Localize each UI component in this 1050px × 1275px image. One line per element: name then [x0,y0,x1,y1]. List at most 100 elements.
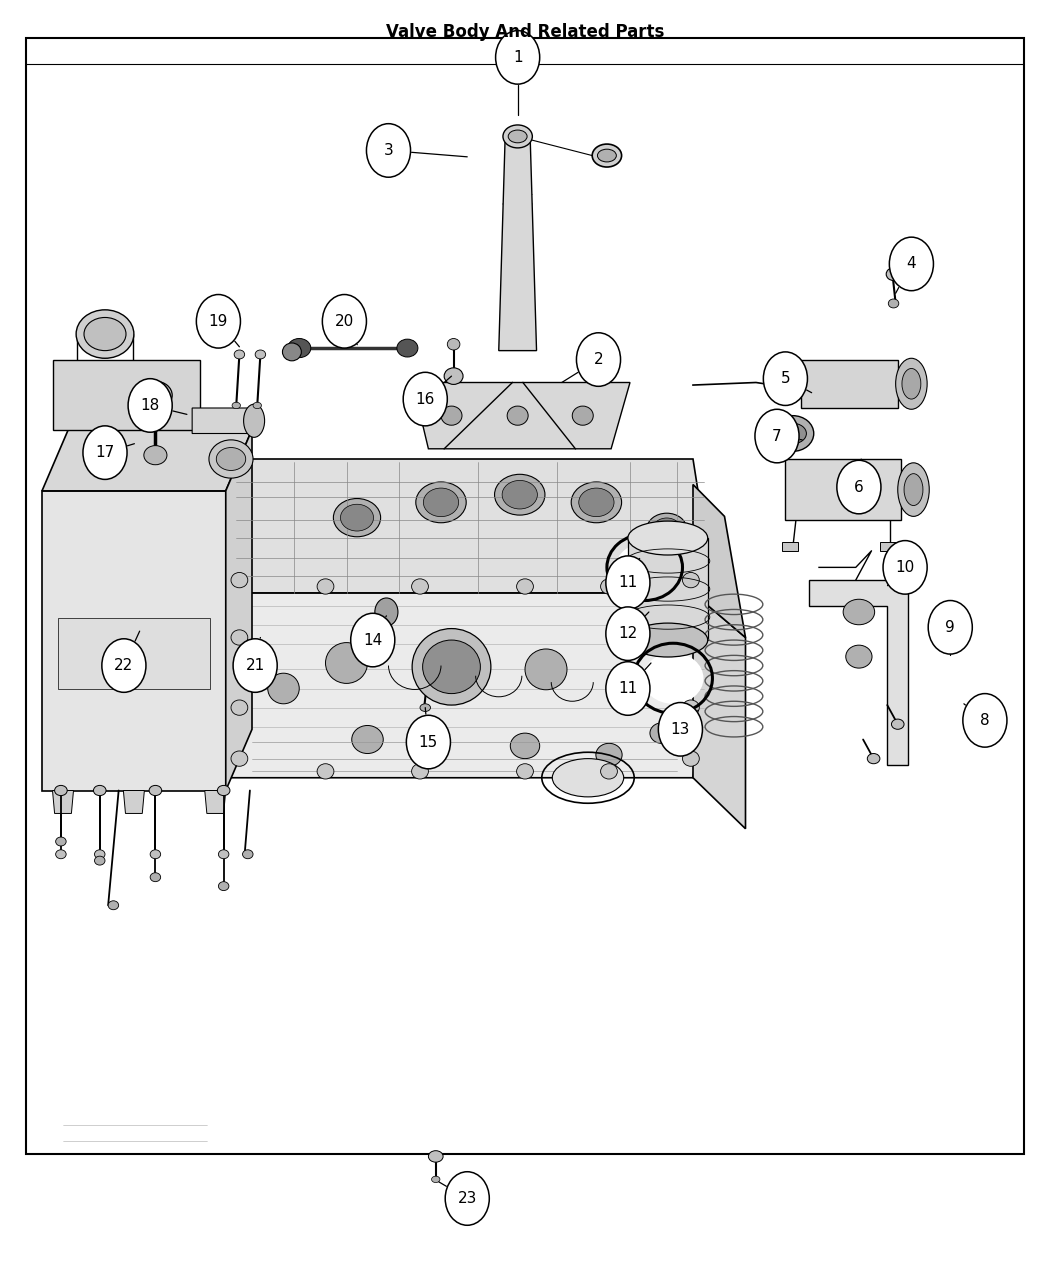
Circle shape [233,639,277,692]
Circle shape [606,607,650,660]
Ellipse shape [444,367,463,385]
Text: 21: 21 [246,658,265,673]
Polygon shape [801,360,898,408]
Ellipse shape [628,623,708,657]
Text: 1: 1 [512,50,523,65]
Ellipse shape [447,339,460,351]
Ellipse shape [441,405,462,426]
Ellipse shape [611,677,649,713]
Polygon shape [42,430,252,491]
Ellipse shape [340,505,374,532]
Ellipse shape [525,649,567,690]
Ellipse shape [682,572,699,588]
Circle shape [83,426,127,479]
Circle shape [928,601,972,654]
Ellipse shape [56,850,66,859]
Ellipse shape [682,751,699,766]
Text: 4: 4 [906,256,917,272]
Ellipse shape [76,310,134,358]
Ellipse shape [502,481,538,509]
Ellipse shape [288,339,311,358]
Text: 16: 16 [416,391,435,407]
Ellipse shape [503,125,532,148]
Ellipse shape [412,579,428,594]
Text: 12: 12 [618,626,637,641]
Text: 9: 9 [945,620,956,635]
Ellipse shape [628,521,708,555]
Ellipse shape [592,144,622,167]
Text: Valve Body And Related Parts: Valve Body And Related Parts [385,23,665,41]
Ellipse shape [412,629,491,705]
Ellipse shape [209,440,253,478]
Ellipse shape [216,448,246,470]
Text: 7: 7 [772,428,782,444]
Ellipse shape [218,850,229,859]
Ellipse shape [571,482,622,523]
Circle shape [658,703,702,756]
Ellipse shape [867,754,880,764]
Ellipse shape [888,300,899,307]
Circle shape [606,662,650,715]
Ellipse shape [846,645,873,668]
Ellipse shape [231,572,248,588]
Ellipse shape [231,630,248,645]
Ellipse shape [779,423,806,444]
Polygon shape [628,538,708,640]
Ellipse shape [268,673,299,704]
Polygon shape [52,360,200,430]
Polygon shape [192,408,260,434]
Ellipse shape [150,872,161,882]
Text: 11: 11 [618,681,637,696]
Ellipse shape [149,785,162,796]
Polygon shape [226,430,252,790]
Ellipse shape [517,579,533,594]
Circle shape [445,1172,489,1225]
Ellipse shape [317,764,334,779]
Ellipse shape [150,850,161,859]
Ellipse shape [56,836,66,847]
Ellipse shape [139,381,172,409]
Polygon shape [808,580,908,765]
Ellipse shape [422,640,481,694]
Ellipse shape [891,719,904,729]
Ellipse shape [579,488,614,516]
Ellipse shape [93,785,106,796]
Ellipse shape [412,764,428,779]
Text: 22: 22 [114,658,133,673]
Ellipse shape [428,1150,443,1163]
Polygon shape [226,593,714,778]
Text: 8: 8 [980,713,990,728]
Polygon shape [880,542,903,551]
Circle shape [322,295,366,348]
Circle shape [763,352,807,405]
Polygon shape [782,542,798,551]
Ellipse shape [886,268,901,280]
Circle shape [366,124,411,177]
Ellipse shape [896,358,927,409]
Ellipse shape [94,857,105,864]
Text: 13: 13 [671,722,690,737]
Polygon shape [124,790,145,813]
Text: 5: 5 [780,371,791,386]
Ellipse shape [904,474,923,506]
Ellipse shape [352,725,383,754]
Ellipse shape [682,630,699,645]
Text: 14: 14 [363,632,382,648]
Polygon shape [226,459,714,593]
Ellipse shape [597,149,616,162]
Polygon shape [693,593,745,829]
Ellipse shape [552,759,624,797]
Ellipse shape [432,1176,440,1183]
Circle shape [576,333,621,386]
Ellipse shape [397,339,418,357]
Polygon shape [693,484,745,638]
Ellipse shape [843,599,875,625]
Text: 17: 17 [96,445,114,460]
Ellipse shape [615,543,674,592]
Polygon shape [42,491,226,790]
Ellipse shape [601,764,617,779]
Circle shape [883,541,927,594]
Circle shape [351,613,395,667]
Circle shape [496,31,540,84]
Ellipse shape [643,653,704,704]
